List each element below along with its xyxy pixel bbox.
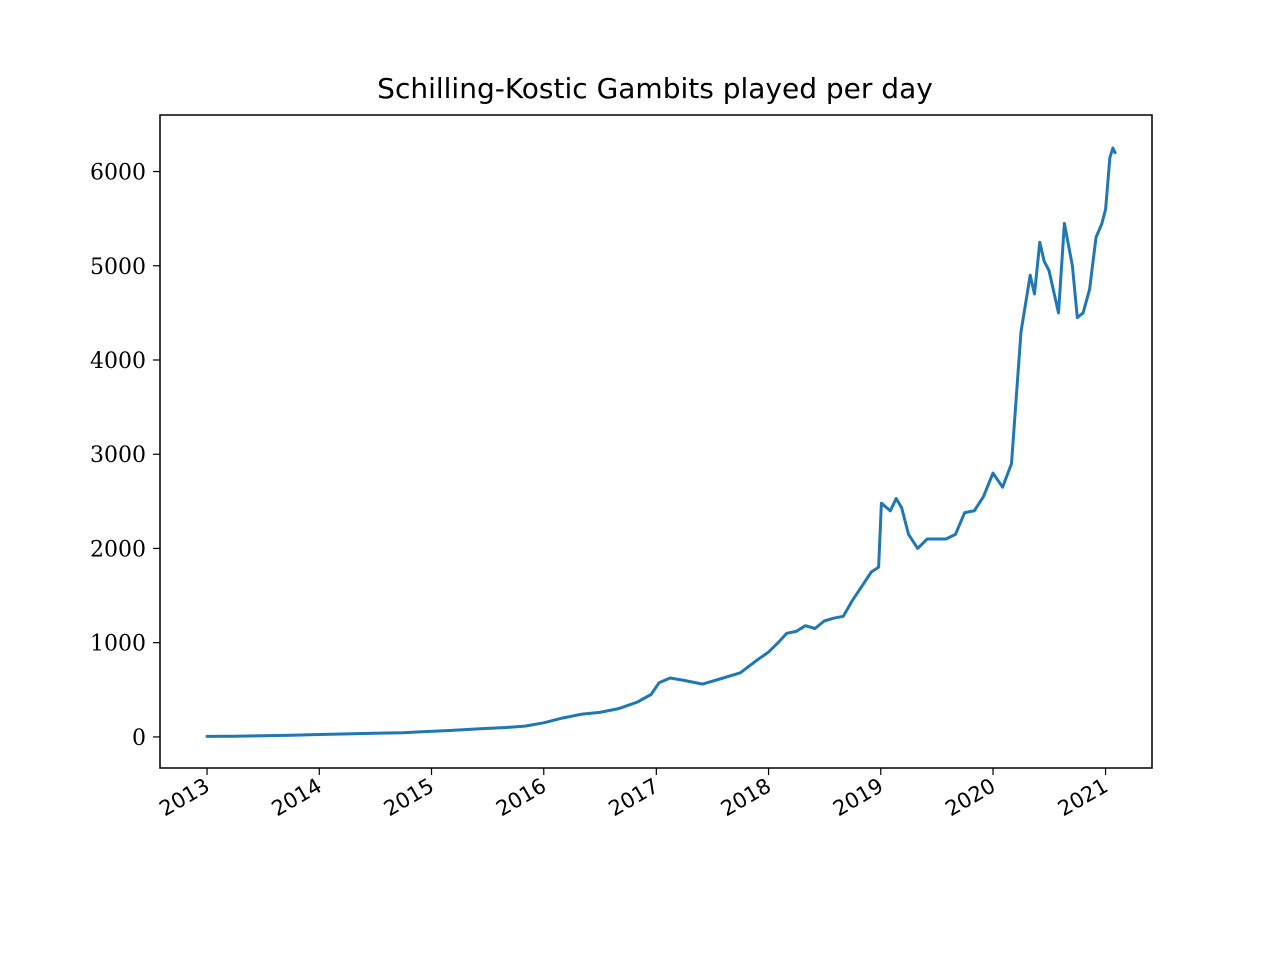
chart-title: Schilling-Kostic Gambits played per day xyxy=(377,72,933,105)
y-tick-label: 1000 xyxy=(90,632,146,657)
y-tick-label: 3000 xyxy=(90,443,146,468)
x-tick-label: 2018 xyxy=(717,774,775,822)
plot-frame xyxy=(159,114,1153,769)
y-tick-label: 4000 xyxy=(90,349,146,374)
x-tick-label: 2016 xyxy=(492,774,550,822)
ticks: 0 1000 2000 3000 4000 5000 6000 2013 2014 2015 201… xyxy=(90,161,1112,822)
x-tick-label: 2017 xyxy=(605,774,663,822)
x-tick-label: 2020 xyxy=(941,774,999,822)
axes xyxy=(159,114,1153,769)
y-tick-label: 5000 xyxy=(90,255,146,280)
x-tick-label: 2013 xyxy=(155,774,213,822)
series-layer xyxy=(205,146,1117,738)
x-tick-label: 2015 xyxy=(380,774,438,822)
y-tick-label: 0 xyxy=(132,726,146,751)
x-tick-label: 2014 xyxy=(267,774,325,822)
series-line xyxy=(205,146,1117,738)
y-tick-label: 6000 xyxy=(90,161,146,186)
x-tick-label: 2019 xyxy=(829,774,887,822)
x-tick-label: 2021 xyxy=(1054,774,1112,822)
y-tick-label: 2000 xyxy=(90,537,146,562)
